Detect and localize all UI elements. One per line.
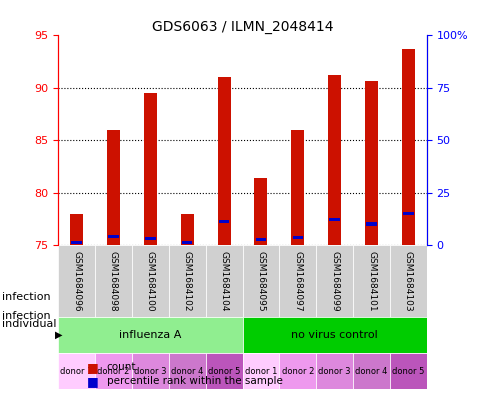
Text: no virus control: no virus control [291, 330, 377, 340]
FancyBboxPatch shape [205, 353, 242, 389]
Bar [70, 213, 83, 245]
Bar [329, 218, 339, 221]
FancyBboxPatch shape [58, 317, 242, 353]
Bar [255, 238, 266, 241]
FancyBboxPatch shape [316, 245, 352, 317]
FancyBboxPatch shape [389, 353, 426, 389]
Text: GSM1684104: GSM1684104 [219, 251, 228, 311]
Text: GSM1684098: GSM1684098 [109, 251, 118, 311]
FancyBboxPatch shape [279, 353, 316, 389]
Text: GSM1684103: GSM1684103 [403, 251, 412, 311]
FancyBboxPatch shape [352, 245, 389, 317]
Text: donor 3: donor 3 [134, 367, 166, 376]
Text: donor 1: donor 1 [60, 367, 92, 376]
Bar [144, 93, 156, 245]
Text: donor 5: donor 5 [392, 367, 424, 376]
Text: GSM1684099: GSM1684099 [330, 251, 338, 311]
Text: ▶: ▶ [55, 330, 62, 340]
Bar [365, 222, 376, 226]
Bar [254, 178, 267, 245]
Text: GSM1684101: GSM1684101 [366, 251, 375, 311]
Text: ■: ■ [87, 361, 99, 374]
Text: count: count [106, 362, 136, 373]
Bar [71, 241, 82, 244]
Bar [108, 235, 119, 238]
Bar [292, 236, 302, 239]
Text: donor 3: donor 3 [318, 367, 350, 376]
FancyBboxPatch shape [316, 353, 352, 389]
Text: GDS6063 / ILMN_2048414: GDS6063 / ILMN_2048414 [151, 20, 333, 34]
FancyBboxPatch shape [279, 245, 316, 317]
Text: donor 5: donor 5 [208, 367, 240, 376]
Bar [181, 213, 193, 245]
Text: GSM1684100: GSM1684100 [146, 251, 154, 311]
Bar [328, 75, 340, 245]
Bar [402, 212, 413, 215]
Bar [217, 77, 230, 245]
Bar [364, 81, 377, 245]
Text: donor 4: donor 4 [171, 367, 203, 376]
FancyBboxPatch shape [168, 245, 205, 317]
Bar [182, 241, 192, 244]
Text: donor 1: donor 1 [244, 367, 276, 376]
FancyBboxPatch shape [132, 353, 168, 389]
Bar [107, 130, 120, 245]
Text: donor 2: donor 2 [281, 367, 313, 376]
FancyBboxPatch shape [168, 353, 205, 389]
Text: GSM1684096: GSM1684096 [72, 251, 81, 311]
FancyBboxPatch shape [389, 245, 426, 317]
FancyBboxPatch shape [242, 245, 279, 317]
FancyBboxPatch shape [205, 245, 242, 317]
Text: donor 2: donor 2 [97, 367, 129, 376]
FancyBboxPatch shape [58, 353, 95, 389]
Text: GSM1684095: GSM1684095 [256, 251, 265, 311]
Text: influenza A: influenza A [119, 330, 181, 340]
FancyBboxPatch shape [95, 245, 132, 317]
FancyBboxPatch shape [95, 353, 132, 389]
Text: percentile rank within the sample: percentile rank within the sample [106, 376, 282, 386]
Bar [145, 237, 155, 240]
FancyBboxPatch shape [242, 317, 426, 353]
FancyBboxPatch shape [352, 353, 389, 389]
Bar [218, 220, 229, 224]
Text: ■: ■ [87, 375, 99, 388]
Text: infection: infection [2, 292, 51, 302]
FancyBboxPatch shape [58, 245, 95, 317]
Text: infection: infection [2, 311, 51, 321]
FancyBboxPatch shape [242, 353, 279, 389]
FancyBboxPatch shape [132, 245, 168, 317]
Bar [401, 49, 414, 245]
Text: donor 4: donor 4 [355, 367, 387, 376]
Text: GSM1684102: GSM1684102 [182, 251, 191, 311]
Text: GSM1684097: GSM1684097 [293, 251, 302, 311]
Text: individual: individual [2, 319, 57, 329]
Bar [291, 130, 303, 245]
